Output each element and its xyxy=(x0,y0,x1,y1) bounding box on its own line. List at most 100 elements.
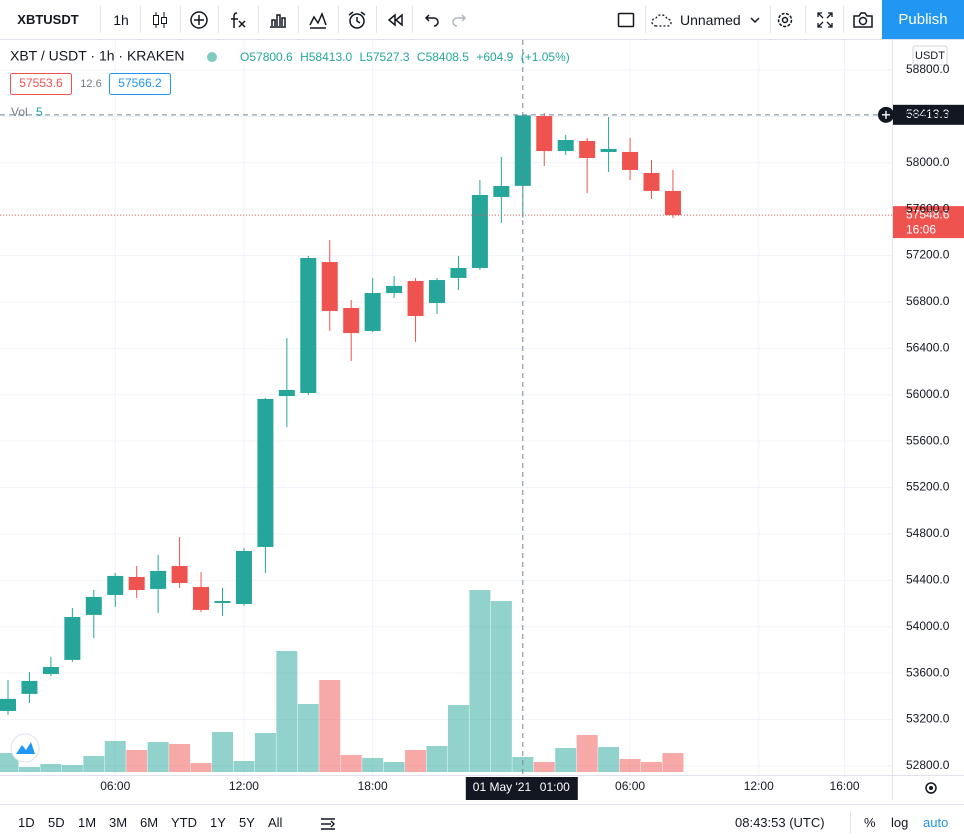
gear-hub xyxy=(929,786,933,790)
redo-button[interactable] xyxy=(445,0,475,39)
range-button[interactable]: 3M xyxy=(109,815,128,830)
range-button[interactable]: 5Y xyxy=(239,815,255,830)
wave-icon xyxy=(309,11,327,29)
templates-button[interactable] xyxy=(260,0,296,39)
volume-bar xyxy=(18,767,40,772)
y-tick-label: 58800.0 xyxy=(906,62,950,76)
log-toggle[interactable]: log xyxy=(891,815,909,830)
y-tick-label: 52800.0 xyxy=(906,758,950,772)
candle-body xyxy=(536,116,553,152)
range-button[interactable]: 5D xyxy=(48,815,65,830)
fullscreen-toggle[interactable] xyxy=(608,0,644,39)
ask-box[interactable] xyxy=(109,73,171,95)
y-tick-label: 58400.0 xyxy=(906,109,950,123)
h-value: 58413.0 xyxy=(309,50,353,64)
range-button[interactable]: 1Y xyxy=(210,815,226,830)
candle-body xyxy=(64,617,81,660)
range-button[interactable]: 1D xyxy=(18,815,35,830)
candle-body xyxy=(85,596,102,615)
redo-icon xyxy=(452,13,467,27)
volume-bar xyxy=(619,759,641,772)
volume-bar xyxy=(319,680,341,772)
camera-icon xyxy=(853,11,873,28)
volume-bar xyxy=(297,704,319,772)
x-tick-label: 12:00 xyxy=(229,779,259,793)
crosshair-price: 58413.3 xyxy=(906,107,950,121)
symbol-search[interactable]: XBTUSDT xyxy=(17,12,79,27)
separator xyxy=(645,6,646,33)
y-tick-label: 56800.0 xyxy=(906,294,950,308)
legend-ohlc: O57800.6 H58413.0 L57527.3 C58408.5 +604… xyxy=(240,50,570,64)
expand-icon xyxy=(817,11,833,28)
volume-bar xyxy=(447,705,469,772)
y-tick-label: 55200.0 xyxy=(906,480,950,494)
snapshot-button[interactable] xyxy=(845,0,881,39)
separator xyxy=(298,6,299,33)
candles-icon xyxy=(153,11,167,28)
o-value: 57800.6 xyxy=(249,50,293,64)
crosshair-time-tag xyxy=(465,777,578,800)
volume-bar xyxy=(169,744,191,772)
currency-badge[interactable] xyxy=(912,45,948,66)
volume-bar xyxy=(362,758,384,772)
volume-bar xyxy=(662,753,684,772)
ideas-button[interactable] xyxy=(300,0,336,39)
range-button[interactable]: 6M xyxy=(140,815,159,830)
volume-bar xyxy=(383,762,405,772)
date-range-button[interactable] xyxy=(318,805,338,840)
undo-button[interactable] xyxy=(416,0,446,39)
range-button[interactable]: 1M xyxy=(78,815,97,830)
crosshair-date: 01 May '21 xyxy=(473,780,532,794)
settings-button[interactable] xyxy=(767,0,803,39)
candle-body xyxy=(343,307,360,334)
volume-bar xyxy=(147,742,169,772)
candle-body xyxy=(235,551,252,605)
fx-icon xyxy=(231,11,246,28)
alert-button[interactable] xyxy=(339,0,375,39)
axis-settings[interactable] xyxy=(925,782,937,794)
candle-body xyxy=(278,389,295,397)
vol-label: Vol xyxy=(11,105,28,119)
candle-body xyxy=(386,285,403,294)
volume-bar xyxy=(340,755,362,772)
indicators-button[interactable] xyxy=(220,0,256,39)
x-tick-label: 12:00 xyxy=(744,779,774,793)
change: +604.9 xyxy=(476,50,513,64)
compare-button[interactable] xyxy=(181,0,217,39)
clock[interactable]: 08:43:53 (UTC) xyxy=(735,815,825,830)
x-tick-label: 06:00 xyxy=(615,779,645,793)
tv-logo[interactable] xyxy=(10,733,40,763)
chart-type-button[interactable] xyxy=(142,0,178,39)
volume-bar xyxy=(61,765,83,772)
market-status[interactable] xyxy=(207,52,217,62)
volume-bar xyxy=(598,747,620,772)
interval-button[interactable]: 1h xyxy=(113,11,129,28)
x-tick-label: 06:00 xyxy=(100,779,130,793)
candle-body xyxy=(579,140,596,158)
volume-bar xyxy=(641,762,662,772)
candle-body xyxy=(364,293,381,331)
layout-menu[interactable]: Unnamed xyxy=(650,0,770,39)
separator xyxy=(843,6,844,33)
volume-bar xyxy=(555,748,577,772)
publish-button[interactable]: Publish xyxy=(882,0,964,39)
percent-toggle[interactable]: % xyxy=(864,815,876,830)
replay-button[interactable] xyxy=(377,0,413,39)
change-pct: (+1.05%) xyxy=(521,50,570,64)
y-tick-label: 58000.0 xyxy=(906,155,950,169)
candle-body xyxy=(107,575,124,595)
candle-body xyxy=(493,185,510,197)
last-price-label: 57548.6 xyxy=(906,207,950,221)
auto-toggle[interactable]: auto xyxy=(923,815,949,830)
separator xyxy=(258,6,259,33)
fullscreen-button[interactable] xyxy=(807,0,843,39)
bid-box[interactable] xyxy=(10,73,72,95)
range-button[interactable]: YTD xyxy=(171,815,197,830)
c-value: 58408.5 xyxy=(426,50,470,64)
range-button[interactable]: All xyxy=(268,815,283,830)
volume-bar xyxy=(576,735,598,772)
candle-body xyxy=(300,257,317,394)
square-icon xyxy=(617,12,635,27)
layout-name: Unnamed xyxy=(680,11,741,28)
crosshair-price-tag xyxy=(893,104,964,125)
